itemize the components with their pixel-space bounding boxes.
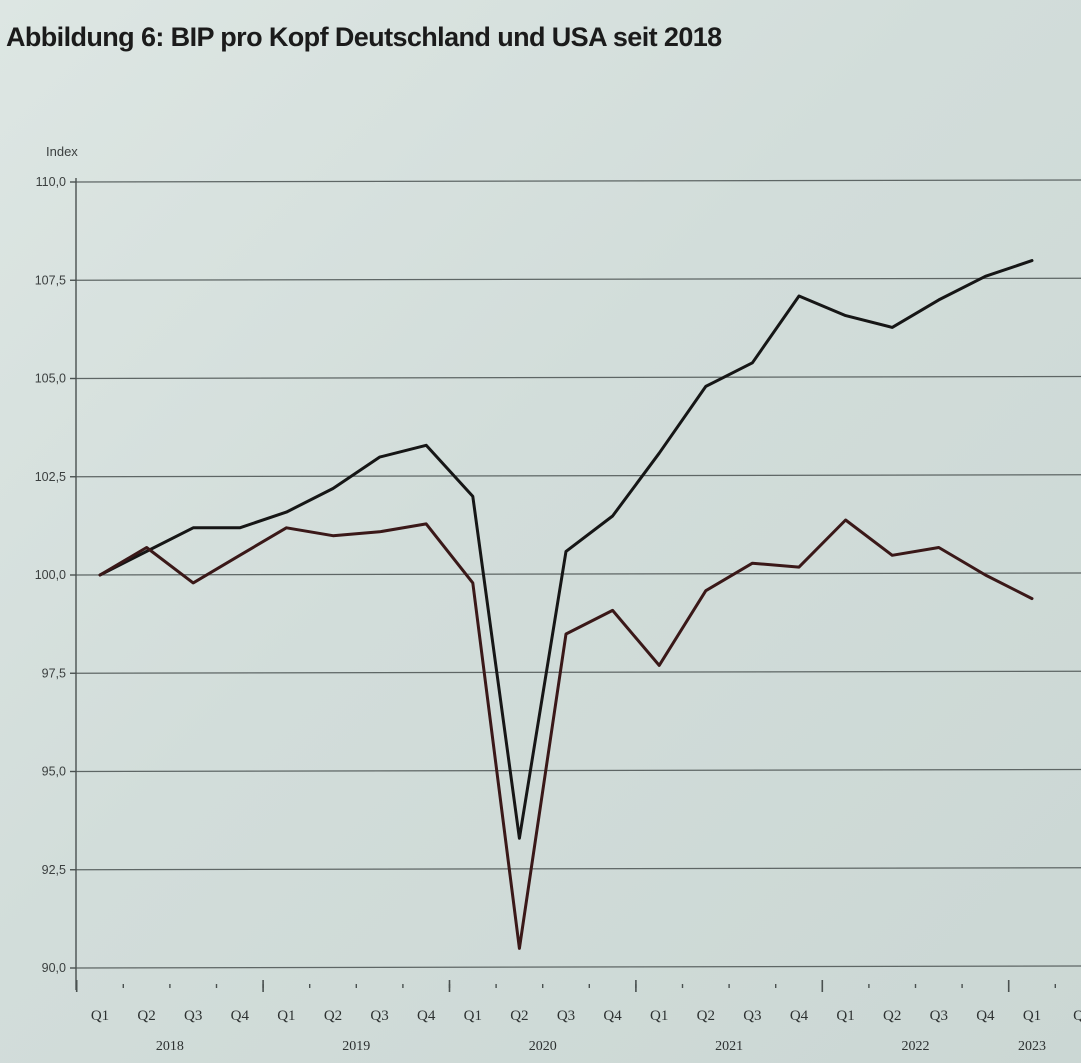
y-tick-label: 97,5 [42, 666, 66, 680]
gridline-y [75, 474, 1081, 478]
gridline-y [75, 375, 1081, 380]
tick-labels: 90,0 92,5 95,0 97,5 100,0 102,5 105,0 107,5 110,… [35, 144, 1081, 1054]
series-line-deutschland [98, 518, 1034, 950]
x-year-label: 2023 [1018, 1039, 1046, 1054]
x-year-label: 2019 [342, 1039, 370, 1054]
x-quarter-label: Q3 [930, 1008, 948, 1024]
y-tick-label: 107,5 [35, 273, 66, 287]
y-tick-label: 95,0 [42, 765, 66, 779]
y-tick-label: 92,5 [42, 863, 66, 877]
x-quarter-label: Q1 [91, 1008, 109, 1024]
x-quarter-label: Q2 [137, 1008, 155, 1024]
series-lines [98, 259, 1034, 950]
y-tick-label: 90,0 [42, 961, 66, 975]
x-year-label: 2020 [529, 1039, 557, 1054]
gridline-y [75, 670, 1081, 674]
x-quarter-label: Q1 [1023, 1008, 1041, 1024]
gridlines [75, 179, 1081, 969]
x-quarter-label: Q1 [836, 1008, 854, 1024]
x-quarter-label: Q2 [324, 1008, 342, 1024]
x-quarter-label: Q4 [231, 1008, 250, 1024]
x-quarter-label: Q2 [697, 1008, 715, 1024]
x-quarter-label: Q4 [603, 1008, 622, 1024]
x-quarter-label: Q4 [790, 1008, 809, 1024]
y-tick-label: 102,5 [35, 470, 66, 484]
x-quarter-label: Q1 [277, 1008, 295, 1024]
y-tick-label: 100,0 [35, 568, 66, 582]
x-year-label: 2021 [715, 1039, 743, 1054]
gridline-y [75, 179, 1081, 183]
x-quarter-label: Q3 [557, 1008, 575, 1024]
x-quarter-label: Q3 [743, 1008, 761, 1024]
y-tick-label: 110,0 [36, 175, 66, 189]
y-tick-label: 105,0 [35, 372, 66, 386]
gridline-y [75, 867, 1081, 871]
x-quarter-label: Q2 [883, 1008, 901, 1024]
x-quarter-label: Q [1073, 1008, 1081, 1024]
x-quarter-label: Q2 [510, 1008, 528, 1024]
gridline-y [75, 277, 1081, 281]
gridline-y [75, 768, 1081, 773]
x-quarter-label: Q1 [650, 1008, 668, 1024]
x-quarter-label: Q4 [417, 1008, 436, 1024]
chart-title: Abbildung 6: BIP pro Kopf Deutschland un… [6, 22, 722, 52]
axes [70, 178, 1057, 992]
x-year-label: 2018 [156, 1039, 184, 1054]
x-quarter-label: Q3 [184, 1008, 202, 1024]
series-line-usa [98, 259, 1034, 840]
gridline-y [75, 965, 1081, 969]
gridline-y [75, 572, 1081, 576]
x-year-label: 2022 [902, 1039, 930, 1054]
y-axis-label: Index [46, 144, 78, 159]
x-quarter-label: Q1 [464, 1008, 482, 1024]
x-quarter-label: Q4 [976, 1008, 995, 1024]
x-quarter-label: Q3 [370, 1008, 388, 1024]
